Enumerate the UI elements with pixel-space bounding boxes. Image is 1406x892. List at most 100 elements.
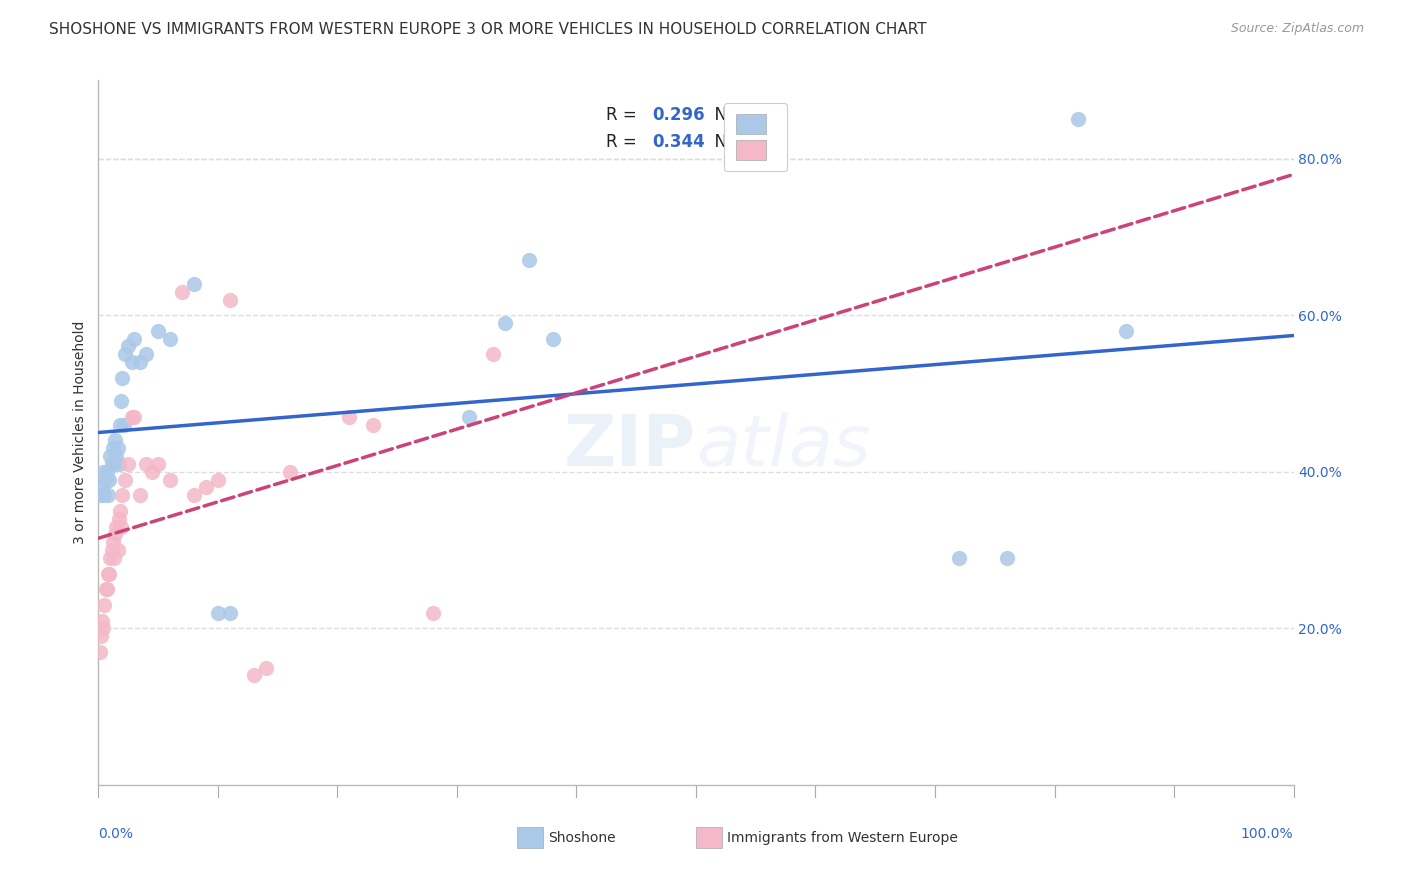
Point xyxy=(148,324,170,338)
Y-axis label: 3 or more Vehicles in Household: 3 or more Vehicles in Household xyxy=(73,321,87,544)
Point xyxy=(100,457,122,471)
Point xyxy=(159,473,181,487)
Point xyxy=(172,285,194,299)
Legend: , : , xyxy=(724,103,787,171)
Point xyxy=(93,488,115,502)
Text: 39: 39 xyxy=(754,106,776,124)
Text: 100.0%: 100.0% xyxy=(1241,827,1294,841)
Point xyxy=(107,442,129,456)
Point xyxy=(458,409,481,424)
Point xyxy=(101,442,124,456)
Point xyxy=(110,394,132,409)
Point xyxy=(91,465,114,479)
Point xyxy=(135,347,157,361)
Point xyxy=(91,480,114,494)
Point xyxy=(105,449,128,463)
Point xyxy=(363,417,385,432)
Point xyxy=(183,488,205,502)
Point xyxy=(97,488,120,502)
Point xyxy=(243,668,266,682)
Point xyxy=(129,355,152,369)
Point xyxy=(129,488,152,502)
Point xyxy=(93,598,115,612)
Point xyxy=(124,409,146,424)
Point xyxy=(111,488,134,502)
Text: 41: 41 xyxy=(754,133,776,152)
Point xyxy=(1115,324,1137,338)
Point xyxy=(103,457,125,471)
Point xyxy=(517,253,540,268)
Point xyxy=(94,582,117,597)
Point xyxy=(995,550,1018,565)
Point xyxy=(110,519,132,533)
Point xyxy=(1067,112,1090,127)
Point xyxy=(98,550,122,565)
Text: Source: ZipAtlas.com: Source: ZipAtlas.com xyxy=(1230,22,1364,36)
Text: 0.0%: 0.0% xyxy=(98,827,134,841)
Point xyxy=(104,527,127,541)
Point xyxy=(107,457,129,471)
Point xyxy=(90,629,112,643)
Point xyxy=(105,519,128,533)
Point xyxy=(108,504,131,518)
Point xyxy=(541,332,564,346)
Point xyxy=(107,512,129,526)
Point xyxy=(108,417,131,432)
Point xyxy=(148,457,170,471)
FancyBboxPatch shape xyxy=(696,827,723,848)
Point xyxy=(98,473,121,487)
Point xyxy=(278,465,301,479)
Point xyxy=(114,473,136,487)
Point xyxy=(117,457,139,471)
Point xyxy=(195,480,218,494)
Text: R =: R = xyxy=(606,106,643,124)
Point xyxy=(98,566,121,581)
Text: 0.344: 0.344 xyxy=(652,133,704,152)
Point xyxy=(91,621,114,635)
Point xyxy=(481,347,505,361)
Point xyxy=(96,465,118,479)
Point xyxy=(97,566,120,581)
Point xyxy=(96,582,118,597)
Point xyxy=(422,606,444,620)
Point xyxy=(124,332,146,346)
Point xyxy=(114,347,136,361)
Point xyxy=(219,606,242,620)
Point xyxy=(494,316,516,330)
Point xyxy=(183,277,205,291)
Point xyxy=(339,409,361,424)
Text: ZIP: ZIP xyxy=(564,412,696,481)
FancyBboxPatch shape xyxy=(517,827,543,848)
Point xyxy=(111,371,134,385)
Point xyxy=(121,409,143,424)
Point xyxy=(159,332,181,346)
Point xyxy=(948,550,970,565)
Point xyxy=(90,488,112,502)
Text: N =: N = xyxy=(704,133,752,152)
Text: Immigrants from Western Europe: Immigrants from Western Europe xyxy=(727,830,957,845)
Point xyxy=(104,434,127,448)
Text: Shoshone: Shoshone xyxy=(548,830,616,845)
Point xyxy=(254,660,277,674)
Point xyxy=(98,449,122,463)
Point xyxy=(141,465,163,479)
Point xyxy=(107,543,129,558)
Point xyxy=(117,339,139,353)
Point xyxy=(219,293,242,307)
Point xyxy=(121,355,143,369)
Text: R =: R = xyxy=(606,133,643,152)
Point xyxy=(207,606,229,620)
Point xyxy=(103,550,125,565)
Point xyxy=(89,645,111,659)
Point xyxy=(101,535,124,549)
Text: N =: N = xyxy=(704,106,752,124)
Text: 0.296: 0.296 xyxy=(652,106,704,124)
Point xyxy=(135,457,157,471)
Text: SHOSHONE VS IMMIGRANTS FROM WESTERN EUROPE 3 OR MORE VEHICLES IN HOUSEHOLD CORRE: SHOSHONE VS IMMIGRANTS FROM WESTERN EURO… xyxy=(49,22,927,37)
Point xyxy=(207,473,229,487)
Point xyxy=(94,473,117,487)
Point xyxy=(112,417,135,432)
Point xyxy=(100,543,122,558)
Point xyxy=(91,614,114,628)
Text: atlas: atlas xyxy=(696,412,870,481)
